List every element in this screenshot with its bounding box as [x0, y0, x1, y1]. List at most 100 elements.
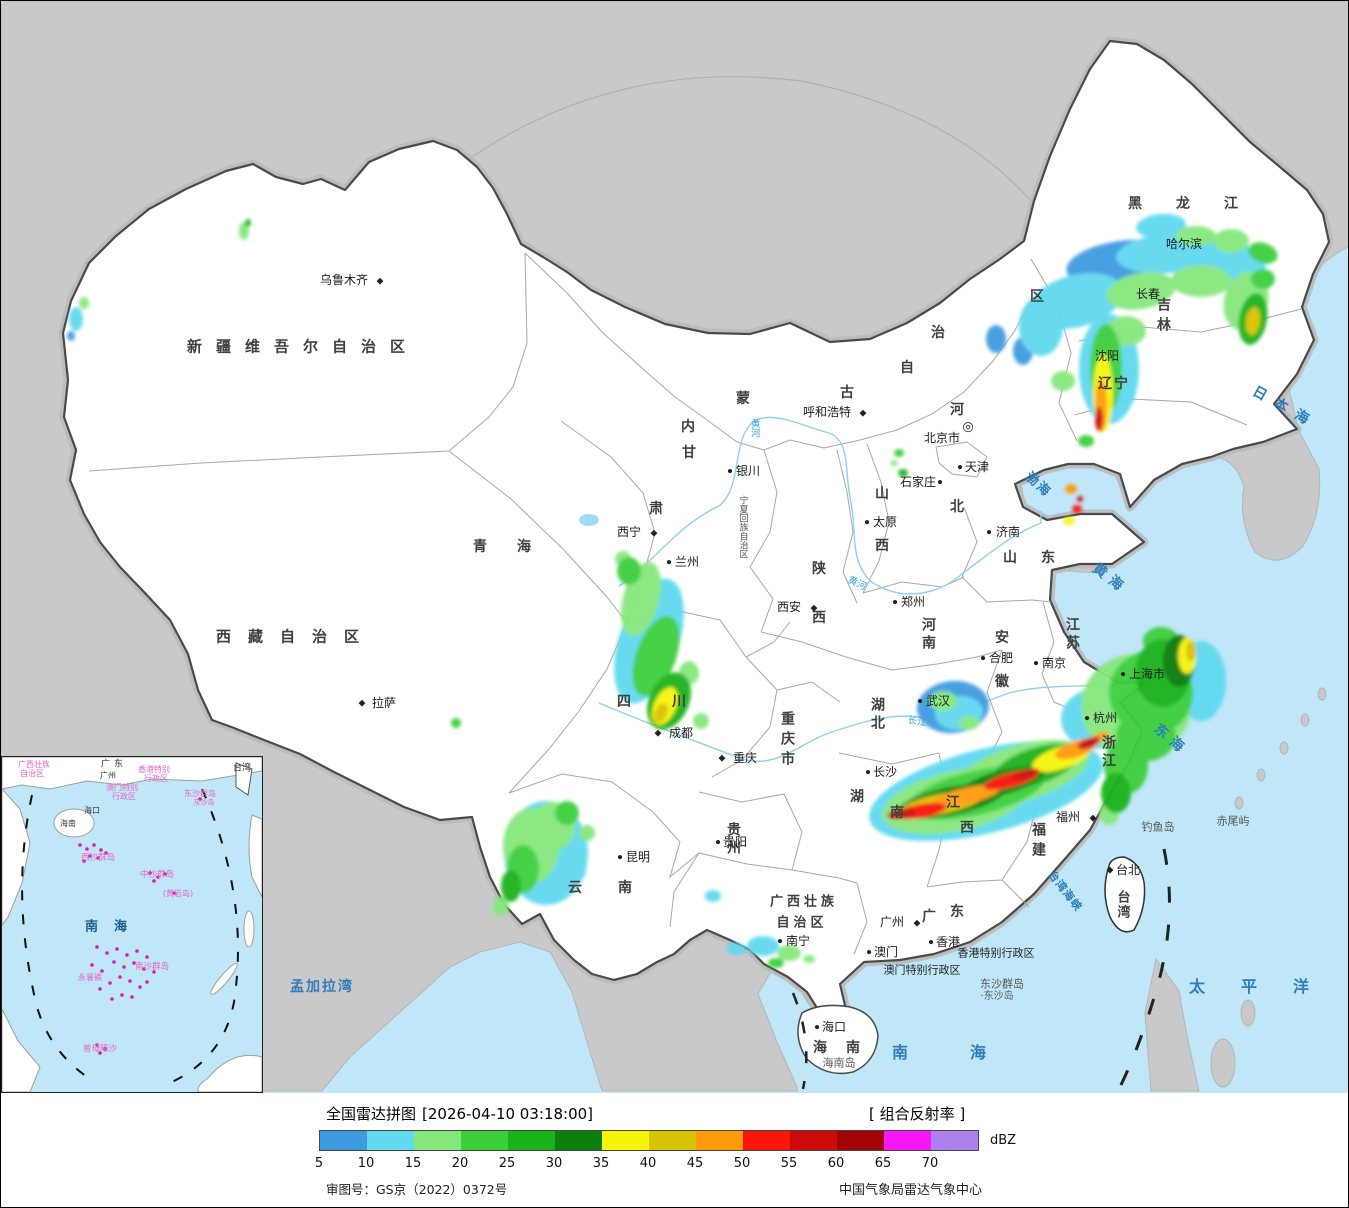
radar-echo: [803, 955, 815, 963]
colorbar-cell: [602, 1131, 649, 1150]
radar-echo: [617, 557, 641, 585]
rivers: [598, 416, 1140, 763]
radar-echo: [1019, 296, 1063, 356]
inset-island-dot: [112, 960, 116, 964]
inset-island-dot: [163, 872, 167, 876]
radar-echo: [768, 958, 784, 968]
inset-island-dot: [104, 851, 108, 855]
colorbar-cell: [367, 1131, 414, 1150]
radar-echo: [931, 784, 1001, 808]
inset-sea: [2, 757, 262, 1092]
radar-echo: [1078, 435, 1094, 447]
radar-echo: [986, 325, 1006, 353]
inset-nine-dash-line: [21, 788, 239, 1083]
radar-echo: [726, 943, 746, 955]
colorbar-tick: 35: [592, 1156, 610, 1171]
taiwan-island: [1104, 856, 1146, 933]
colorbar-cell: [837, 1131, 884, 1150]
colorbar-cell: [320, 1131, 367, 1150]
radar-echo: [1101, 773, 1131, 813]
radar-echo: [1186, 641, 1196, 661]
inset-island-dot: [85, 847, 89, 851]
radar-echo: [898, 469, 908, 477]
mongolia-russia-border: [445, 76, 1032, 202]
radar-echo: [555, 801, 579, 825]
inset-island-dot: [118, 975, 122, 979]
inset-island-dot: [105, 951, 109, 955]
radar-echo: [1106, 272, 1176, 310]
radar-echo: [705, 890, 721, 902]
colorbar-cell: [884, 1131, 931, 1150]
inset-island-dot: [145, 955, 149, 959]
foreign-islands: [1144, 687, 1327, 1092]
inset-island-dot: [156, 875, 160, 879]
inset-island-dot: [99, 848, 103, 852]
inset-island-dot: [78, 843, 82, 847]
inset-island-dot: [92, 843, 96, 847]
radar-echo: [887, 808, 915, 820]
inset-island-dot: [108, 981, 112, 985]
radar-echo: [1077, 496, 1083, 502]
radar-echo: [1213, 229, 1249, 253]
colorbar-tick: 55: [780, 1156, 798, 1171]
radar-echo: [1248, 242, 1278, 264]
colorbar-cell: [743, 1131, 790, 1150]
colorbar-cell: [649, 1131, 696, 1150]
inset-island-dot: [125, 953, 129, 957]
radar-echo: [1063, 517, 1075, 525]
radar-echo: [493, 896, 509, 916]
radar-echo: [67, 331, 75, 341]
dbz-colorbar: [319, 1130, 979, 1151]
inset-island-dot: [130, 995, 134, 999]
radar-echo: [245, 219, 251, 227]
radar-echo: [566, 861, 586, 881]
colorbar-cell: [696, 1131, 743, 1150]
inset-island-dot: [135, 949, 139, 953]
nine-dash-line: [791, 848, 1171, 1092]
radar-echo: [1245, 307, 1261, 335]
radar-echo: [654, 703, 668, 723]
source-credit: 中国气象局雷达气象中心: [839, 1183, 983, 1198]
colorbar-tick: 25: [498, 1156, 516, 1171]
inset-island-dot: [152, 879, 156, 883]
yellow-river: [618, 416, 1042, 595]
colorbar-cell: [790, 1131, 837, 1150]
radar-echo: [894, 449, 904, 457]
colorbar-cell: [931, 1131, 978, 1150]
inset-island-dot: [145, 980, 149, 984]
inset-island-dot: [98, 1051, 102, 1055]
radar-echo: [1095, 407, 1103, 431]
yangtze-river: [598, 682, 1140, 763]
basemap-svg: [1, 1, 1348, 1093]
inset-land: [1, 756, 263, 1093]
radar-echo: [1176, 226, 1216, 246]
colorbar-cell: [555, 1131, 602, 1150]
radar-echo: [1251, 269, 1275, 289]
inset-island-dot: [138, 985, 142, 989]
inset-island-dot: [98, 987, 102, 991]
colorbar-cell: [508, 1131, 555, 1150]
product-label: [ 组合反射率 ]: [869, 1105, 966, 1123]
radar-echo: [501, 870, 521, 902]
inset-hainan: [53, 808, 95, 838]
inset-island-dot: [90, 963, 94, 967]
colorbar-tick: 45: [686, 1156, 704, 1171]
radar-echo: [239, 222, 249, 240]
inset-island-dot: [122, 965, 126, 969]
map-title: 全国雷达拼图 [2026-04-10 03:18:00]: [326, 1103, 599, 1124]
inset-island-dot: [142, 967, 146, 971]
dbz-unit: dBZ: [990, 1133, 1017, 1148]
approval-number: 审图号：GS京（2022）0372号: [326, 1182, 508, 1197]
map-title-text: 全国雷达拼图: [326, 1105, 417, 1123]
inset-island-dot: [198, 797, 202, 801]
radar-echo: [693, 713, 709, 729]
south-china-sea-inset: 广西壮族 自治区 广东 广州 香港特别 行政区 澳门特别 行政区 台湾 东沙群岛 东沙岛 海口 海南 西沙…: [1, 756, 263, 1093]
colorbar-cell: [414, 1131, 461, 1150]
radar-echo: [69, 307, 83, 331]
inset-island-dot: [172, 891, 176, 895]
inset-island-dot: [120, 993, 124, 997]
colorbar-tick: 50: [733, 1156, 751, 1171]
colorbar-tick: 30: [545, 1156, 563, 1171]
inset-island-dot: [103, 1047, 107, 1051]
